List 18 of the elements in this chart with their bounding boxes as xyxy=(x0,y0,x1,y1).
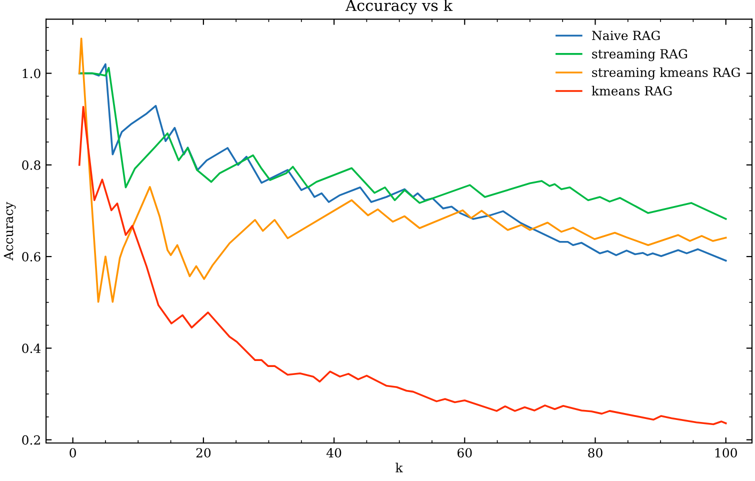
y-tick-label: 0.6 xyxy=(22,252,40,262)
y-tick-label: 0.2 xyxy=(22,435,40,445)
x-tick-label: 0 xyxy=(70,448,76,458)
legend-label: Naive RAG xyxy=(592,30,660,40)
y-tick-label: 0.8 xyxy=(22,160,40,170)
x-tick-label: 60 xyxy=(458,448,472,458)
x-tick-label: 80 xyxy=(588,448,602,458)
x-tick-label: 100 xyxy=(715,448,737,458)
legend-label: streaming RAG xyxy=(592,49,688,62)
legend-label: kmeans RAG xyxy=(592,86,672,96)
x-tick-label: 40 xyxy=(326,448,342,458)
y-axis-title: Accuracy xyxy=(4,202,16,260)
x-tick-label: 20 xyxy=(196,448,211,458)
y-tick-label: 1.0 xyxy=(22,68,40,78)
legend-label: streaming kmeans RAG xyxy=(592,67,740,80)
line-series xyxy=(78,106,727,426)
y-tick-label: 0.4 xyxy=(22,344,41,354)
x-axis-title: k xyxy=(396,462,403,472)
